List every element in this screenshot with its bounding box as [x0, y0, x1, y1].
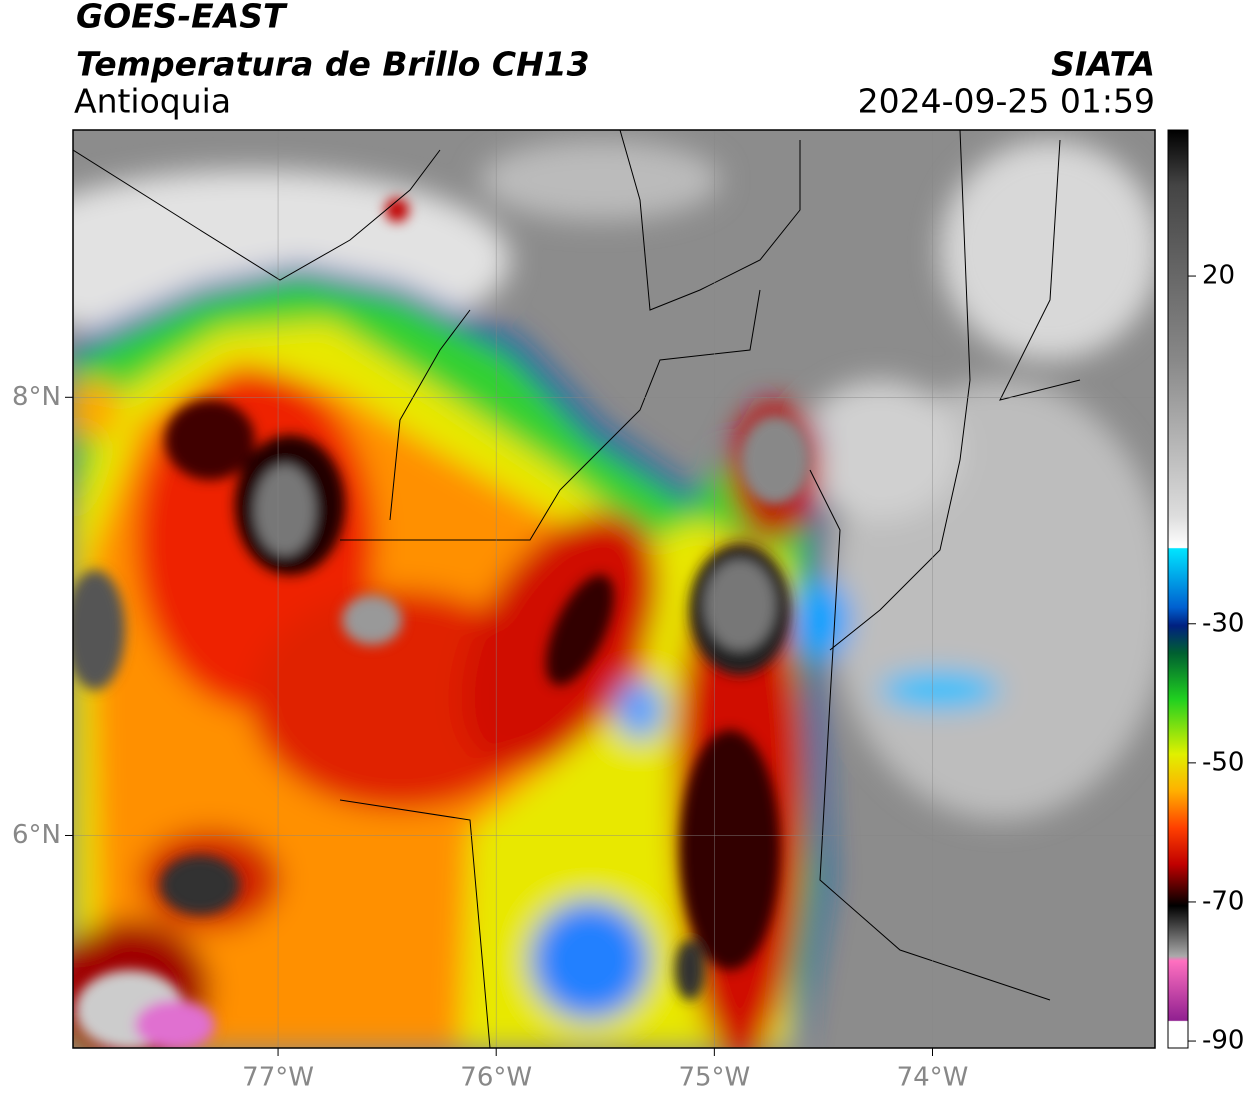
- satellite-image: [73, 130, 1155, 1048]
- colorbar-label: -90: [1202, 1026, 1244, 1056]
- y-tick-label: 6°N: [12, 820, 61, 850]
- colorbar-label: 20: [1202, 261, 1235, 291]
- datetime: 2024-09-25 01:59: [858, 82, 1155, 121]
- x-tick-label: 74°W: [897, 1063, 969, 1093]
- region: Antioquia: [74, 82, 231, 121]
- product: Temperatura de Brillo CH13: [76, 45, 590, 84]
- y-tick-label: 8°N: [12, 382, 61, 412]
- x-tick-label: 77°W: [242, 1063, 314, 1093]
- colorbar: [1167, 129, 1189, 1049]
- source: SIATA: [1051, 45, 1155, 84]
- colorbar-label: -30: [1202, 608, 1244, 638]
- colorbar-label: -50: [1202, 747, 1244, 777]
- satellite: GOES-EAST: [76, 0, 288, 36]
- map-frame: [72, 129, 1156, 1049]
- x-tick-label: 75°W: [678, 1063, 750, 1093]
- colorbar-label: -70: [1202, 886, 1244, 916]
- x-tick-label: 76°W: [460, 1063, 532, 1093]
